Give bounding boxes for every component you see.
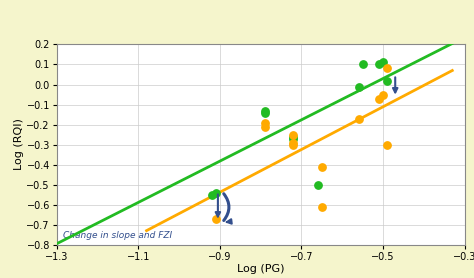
OB and Klinkenberg corrected data — [290, 140, 297, 145]
OB corrected only data — [379, 60, 387, 65]
OB corrected only data — [355, 84, 362, 89]
OB and Klinkenberg corrected data — [318, 204, 326, 209]
OB corrected only data — [359, 62, 366, 67]
OB and Klinkenberg corrected data — [318, 164, 326, 169]
OB corrected only data — [208, 192, 216, 197]
X-axis label: Log (PG): Log (PG) — [237, 264, 284, 274]
OB and Klinkenberg corrected data — [375, 96, 383, 101]
OB and Klinkenberg corrected data — [379, 92, 387, 97]
OB and Klinkenberg corrected data — [355, 116, 362, 121]
OB corrected only data — [261, 108, 269, 113]
OB and Klinkenberg corrected data — [290, 142, 297, 147]
OB corrected only data — [383, 78, 391, 83]
OB and Klinkenberg corrected data — [383, 142, 391, 147]
OB corrected only data — [290, 134, 297, 139]
OB and Klinkenberg corrected data — [383, 66, 391, 71]
OB corrected only data — [314, 182, 321, 187]
OB corrected only data — [261, 110, 269, 115]
OB corrected only data — [290, 136, 297, 141]
OB and Klinkenberg corrected data — [290, 132, 297, 137]
OB and Klinkenberg corrected data — [261, 124, 269, 129]
OB corrected only data — [375, 62, 383, 67]
OB and Klinkenberg corrected data — [261, 120, 269, 125]
Text: Change in slope and FZI: Change in slope and FZI — [63, 231, 172, 240]
OB corrected only data — [212, 190, 219, 195]
Y-axis label: Log (RQI): Log (RQI) — [14, 119, 24, 170]
OB and Klinkenberg corrected data — [212, 216, 219, 221]
